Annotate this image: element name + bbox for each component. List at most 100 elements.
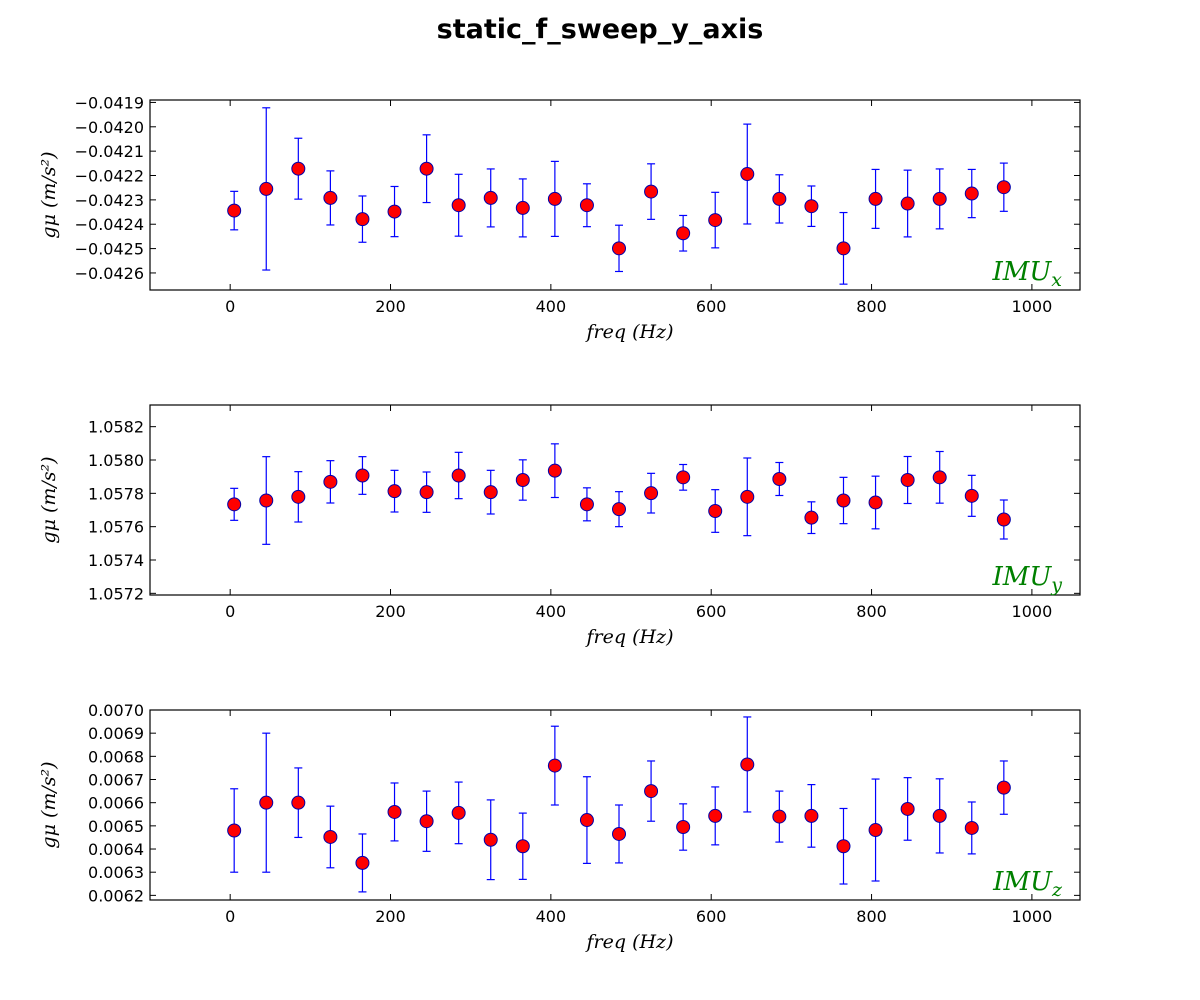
data-point	[579, 813, 594, 828]
y-tick-label: 0.0063	[88, 863, 144, 882]
data-point	[804, 808, 819, 823]
data-point	[996, 780, 1011, 795]
data-point	[419, 814, 434, 829]
y-tick-label: −0.0421	[75, 142, 144, 161]
plot-frame	[149, 99, 1081, 291]
data-point	[772, 472, 787, 486]
data-point	[964, 820, 979, 835]
y-tick-label: 0.0070	[88, 701, 144, 720]
data-point	[740, 489, 755, 504]
data-point	[740, 757, 755, 772]
data-point	[515, 473, 530, 487]
data-point	[804, 510, 819, 525]
subplot-imu-x: 0 200 400 600 800 1000 −0.0426 −0.0425 −0.0424 −0…	[38, 93, 1081, 343]
data-point	[291, 795, 306, 810]
y-tick-label: 1.0580	[88, 451, 144, 470]
data-point	[291, 161, 306, 176]
data-point	[259, 795, 274, 810]
data-point	[547, 463, 562, 478]
data-point	[227, 497, 242, 512]
data-point	[996, 180, 1011, 195]
data-point	[676, 470, 691, 485]
data-point	[483, 190, 498, 205]
x-tick-label: 1000	[1012, 602, 1053, 621]
y-tick-label: −0.0426	[75, 264, 144, 283]
data-point	[644, 486, 659, 501]
data-point	[644, 784, 659, 799]
y-tick-label: 0.0064	[88, 840, 144, 859]
y-tick-label: −0.0423	[75, 191, 144, 210]
data-point	[515, 200, 530, 215]
y-tick-label: 0.0069	[88, 724, 144, 743]
x-tick-label: 400	[536, 907, 567, 926]
data-point	[483, 832, 498, 847]
data-point	[612, 502, 627, 517]
data-point	[804, 199, 819, 214]
y-tick-label: 0.0066	[88, 794, 144, 813]
data-point	[547, 191, 562, 206]
data-point	[932, 191, 947, 206]
data-point	[612, 826, 627, 841]
x-tick-label: 600	[696, 297, 727, 316]
data-point	[323, 190, 338, 205]
data-point	[900, 196, 915, 211]
data-point	[708, 504, 723, 518]
data-point	[387, 484, 402, 499]
imu-annotation: IMUy	[991, 562, 1062, 596]
x-tick-label: 800	[856, 907, 887, 926]
data-point	[259, 493, 274, 508]
x-tick-label: 0	[225, 297, 235, 316]
data-point	[579, 497, 594, 512]
y-tick-label: 1.0574	[88, 551, 144, 570]
figure-title: static_f_sweep_y_axis	[436, 14, 764, 45]
x-tick-label: 600	[696, 602, 727, 621]
data-point	[836, 241, 851, 256]
x-tick-label: 400	[536, 297, 567, 316]
x-axis-label: freq (Hz)	[585, 321, 674, 343]
data-point	[708, 808, 723, 823]
x-tick-label: 200	[375, 602, 406, 621]
x-tick-label: 200	[375, 297, 406, 316]
y-tick-label: −0.0419	[75, 93, 144, 112]
x-tick-label: 600	[696, 907, 727, 926]
data-point	[323, 474, 338, 489]
data-point	[515, 839, 530, 854]
data-point	[868, 191, 883, 206]
y-tick-label: 1.0578	[88, 484, 144, 503]
x-tick-label: 0	[225, 907, 235, 926]
y-tick-label: 1.0572	[88, 584, 144, 603]
plot-frame	[149, 404, 1081, 596]
data-point	[259, 181, 274, 196]
y-axis-label: gμ (m/s²)	[38, 761, 60, 848]
data-point	[772, 809, 787, 824]
data-point	[900, 473, 915, 487]
x-tick-label: 800	[856, 602, 887, 621]
data-point	[451, 198, 466, 213]
data-point	[964, 186, 979, 201]
data-point	[932, 470, 947, 485]
data-point	[900, 801, 915, 816]
subplot-imu-z: 0 200 400 600 800 1000 0.0062 0.0063 0.0064 0.006…	[38, 701, 1081, 953]
data-point	[836, 839, 851, 854]
y-tick-label: 0.0062	[88, 886, 144, 905]
y-tick-label: 0.0068	[88, 747, 144, 766]
y-tick-label: 0.0067	[88, 771, 144, 790]
data-point	[740, 167, 755, 182]
data-point	[676, 820, 691, 835]
y-axis-label: gμ (m/s²)	[38, 456, 60, 543]
x-axis-label: freq (Hz)	[585, 626, 674, 648]
data-point	[708, 213, 723, 228]
data-point	[355, 468, 370, 483]
data-point	[964, 488, 979, 503]
data-point	[772, 191, 787, 206]
y-tick-label: 1.0576	[88, 518, 144, 537]
data-point	[868, 823, 883, 838]
data-point	[227, 203, 242, 218]
data-point	[227, 823, 242, 838]
y-tick-label: 0.0065	[88, 817, 144, 836]
data-point	[451, 805, 466, 820]
y-tick-label: 1.0582	[88, 418, 144, 437]
data-point	[644, 184, 659, 199]
y-tick-label: −0.0420	[75, 118, 144, 137]
